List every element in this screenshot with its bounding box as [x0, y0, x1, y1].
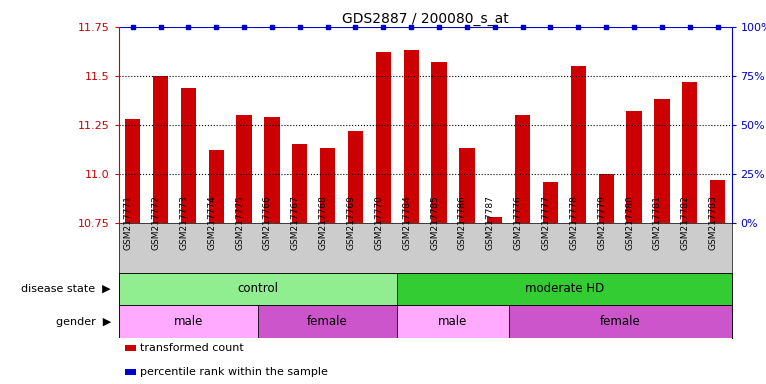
- Bar: [292, 144, 307, 223]
- Bar: [258, 305, 398, 338]
- Bar: [543, 182, 558, 223]
- Bar: [237, 115, 252, 223]
- Bar: [125, 119, 140, 223]
- Text: male: male: [438, 315, 468, 328]
- Text: female: female: [307, 315, 348, 328]
- Bar: [509, 305, 732, 338]
- Point: [545, 24, 557, 30]
- Bar: [487, 217, 502, 223]
- Point: [489, 24, 501, 30]
- Point: [628, 24, 640, 30]
- Point: [600, 24, 612, 30]
- Bar: [119, 305, 258, 338]
- Bar: [404, 50, 419, 223]
- Point: [238, 24, 250, 30]
- Text: percentile rank within the sample: percentile rank within the sample: [140, 367, 328, 377]
- Point: [210, 24, 222, 30]
- Bar: [125, 345, 136, 351]
- Bar: [431, 62, 447, 223]
- Bar: [398, 273, 732, 305]
- Point: [293, 24, 306, 30]
- Bar: [627, 111, 642, 223]
- Point: [572, 24, 584, 30]
- Text: male: male: [174, 315, 203, 328]
- Point: [461, 24, 473, 30]
- Bar: [710, 180, 725, 223]
- Point: [405, 24, 417, 30]
- Text: moderate HD: moderate HD: [525, 283, 604, 295]
- Point: [182, 24, 195, 30]
- Bar: [398, 305, 509, 338]
- Bar: [181, 88, 196, 223]
- Bar: [515, 115, 530, 223]
- Point: [656, 24, 668, 30]
- Text: transformed count: transformed count: [140, 343, 244, 353]
- Bar: [375, 52, 391, 223]
- Point: [516, 24, 529, 30]
- Point: [712, 24, 724, 30]
- Bar: [348, 131, 363, 223]
- Point: [433, 24, 445, 30]
- Text: gender  ▶: gender ▶: [56, 316, 111, 327]
- Point: [349, 24, 362, 30]
- Bar: [571, 66, 586, 223]
- Bar: [264, 117, 280, 223]
- Point: [683, 24, 696, 30]
- Bar: [460, 148, 475, 223]
- Bar: [654, 99, 669, 223]
- Text: control: control: [237, 283, 279, 295]
- Bar: [598, 174, 614, 223]
- Text: female: female: [600, 315, 640, 328]
- Point: [126, 24, 139, 30]
- Bar: [320, 148, 336, 223]
- Point: [155, 24, 167, 30]
- Point: [377, 24, 389, 30]
- Bar: [119, 273, 398, 305]
- Bar: [682, 82, 697, 223]
- Bar: [208, 150, 224, 223]
- Text: disease state  ▶: disease state ▶: [21, 284, 111, 294]
- Bar: [125, 369, 136, 375]
- Title: GDS2887 / 200080_s_at: GDS2887 / 200080_s_at: [342, 12, 509, 26]
- Bar: [153, 76, 169, 223]
- Point: [322, 24, 334, 30]
- Point: [266, 24, 278, 30]
